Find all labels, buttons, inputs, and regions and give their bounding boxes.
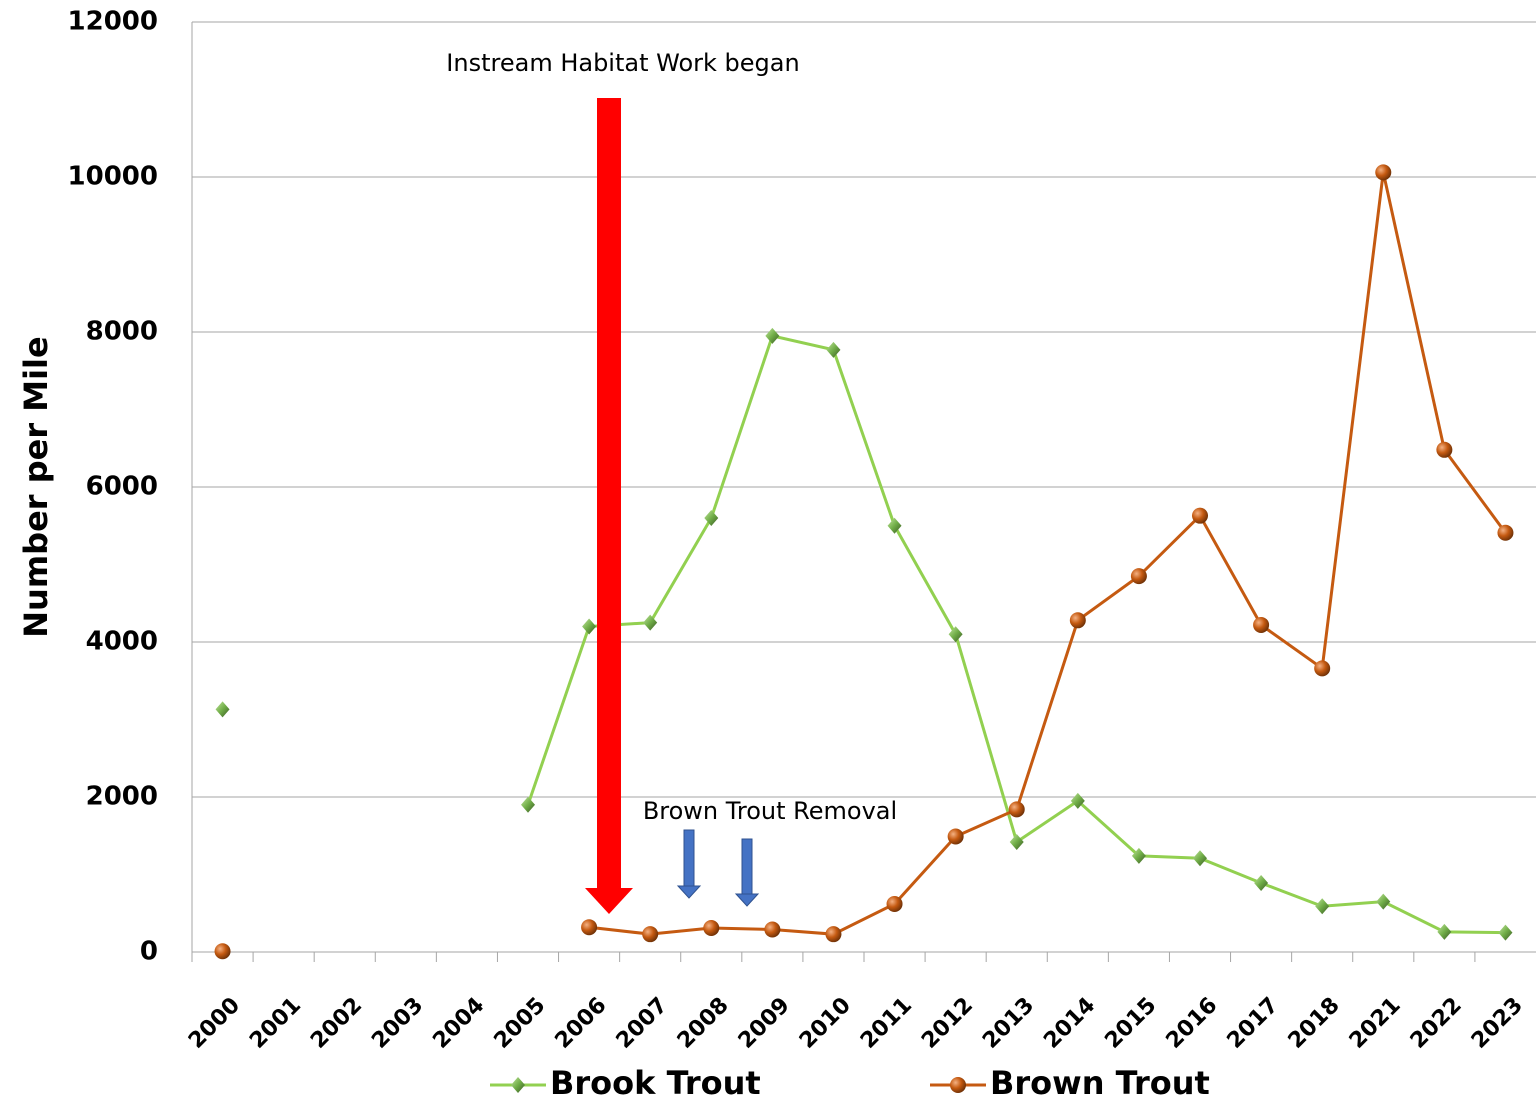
point <box>1254 875 1269 892</box>
x-tick-label: 2016 <box>1162 993 1223 1054</box>
x-tick-label: 2022 <box>1406 993 1467 1054</box>
annotation: Instream Habitat Work began <box>446 49 799 77</box>
x-tick-label: 2000 <box>184 993 245 1054</box>
point <box>826 341 841 358</box>
y-tick-label: 4000 <box>86 627 158 657</box>
x-tick-label: 2002 <box>306 993 367 1054</box>
point <box>1009 833 1024 850</box>
point <box>948 626 963 643</box>
point <box>886 895 903 912</box>
x-tick-label: 2013 <box>978 993 1039 1054</box>
y-axis-label: Number per Mile <box>17 336 55 637</box>
point <box>1069 612 1086 629</box>
point <box>1498 924 1513 941</box>
point <box>947 828 964 845</box>
x-tick-label: 2023 <box>1467 993 1528 1054</box>
point <box>1376 893 1391 910</box>
x-tick-label: 2001 <box>245 993 306 1054</box>
x-tick-label: 2014 <box>1039 993 1100 1054</box>
point <box>704 510 719 526</box>
point <box>1070 792 1085 809</box>
legend-label: Brook Trout <box>550 1064 761 1102</box>
annotation: Brown Trout Removal <box>643 797 897 825</box>
point <box>703 919 720 936</box>
point <box>521 796 535 813</box>
y-tick-label: 8000 <box>86 317 158 347</box>
legend-marker <box>950 1077 966 1093</box>
point <box>1008 801 1025 818</box>
x-tick-label: 2021 <box>1345 993 1406 1054</box>
x-tick-label: 2005 <box>490 993 551 1054</box>
point <box>215 701 230 718</box>
x-tick-label: 2006 <box>551 993 612 1054</box>
x-tick-label: 2017 <box>1223 993 1284 1054</box>
legend-marker <box>950 1077 966 1093</box>
point <box>214 943 231 960</box>
y-tick-label: 10000 <box>68 162 158 192</box>
point <box>1375 164 1392 181</box>
y-tick-label: 6000 <box>86 472 158 502</box>
point <box>887 517 902 534</box>
blue-arrow <box>676 829 760 907</box>
point <box>1315 898 1330 915</box>
point <box>1192 507 1208 524</box>
y-tick-label: 12000 <box>68 7 158 37</box>
x-tick-label: 2012 <box>917 993 978 1054</box>
point <box>1497 524 1514 541</box>
legend-marker <box>511 1077 525 1093</box>
x-tick-label: 2004 <box>428 993 489 1054</box>
x-tick-label: 2003 <box>367 993 428 1054</box>
y-tick-label: 0 <box>140 937 158 967</box>
x-tick-label: 2011 <box>856 993 917 1054</box>
x-tick-label: 2010 <box>795 993 856 1054</box>
point <box>764 921 781 938</box>
point <box>642 926 659 943</box>
point <box>643 614 658 631</box>
red-arrow <box>585 98 633 914</box>
point <box>1253 616 1270 633</box>
legend-label: Brown Trout <box>990 1064 1210 1102</box>
point <box>582 618 597 635</box>
point <box>825 926 842 943</box>
x-tick-label: 2008 <box>673 993 734 1054</box>
point <box>1193 850 1207 867</box>
x-tick-label: 2018 <box>1284 993 1345 1054</box>
point <box>581 919 598 936</box>
legend-marker <box>511 1077 525 1093</box>
point <box>765 327 780 344</box>
point <box>1437 923 1452 940</box>
x-tick-label: 2009 <box>734 993 795 1054</box>
x-tick-label: 2015 <box>1100 993 1161 1054</box>
point <box>1436 441 1453 458</box>
y-tick-label: 2000 <box>86 782 158 812</box>
point <box>1314 660 1331 677</box>
series-line <box>588 172 1507 936</box>
x-tick-label: 2007 <box>612 993 673 1054</box>
point <box>1131 847 1146 864</box>
point <box>1130 568 1147 585</box>
